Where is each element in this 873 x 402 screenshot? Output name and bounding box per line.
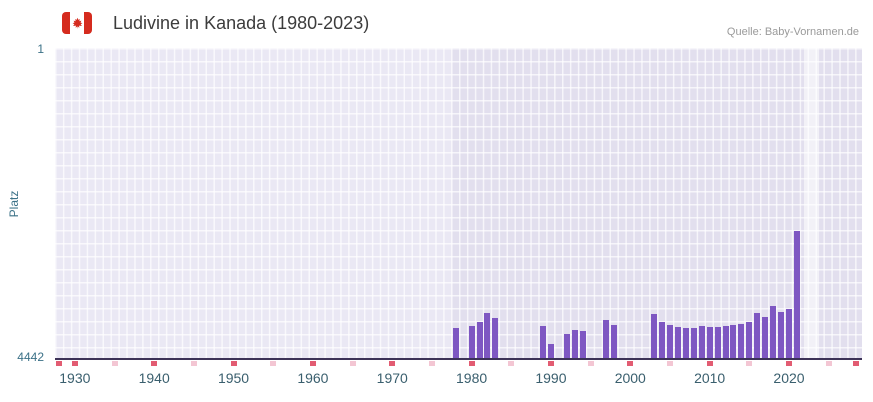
decade-tick-2020	[785, 361, 792, 366]
x-tick-label-1950: 1950	[217, 370, 250, 386]
x-tick-label-2010: 2010	[694, 370, 726, 386]
bar-1989[interactable]	[540, 326, 546, 358]
x-tick-label-2020: 2020	[773, 370, 805, 386]
x-tick-label-1990: 1990	[535, 370, 567, 386]
decade-tick-1950	[230, 361, 237, 366]
bar-2019[interactable]	[778, 312, 785, 358]
plot-area	[55, 48, 862, 360]
bar-2020[interactable]	[785, 309, 792, 358]
bar-1983[interactable]	[492, 318, 499, 358]
minor-tick-2025	[825, 361, 832, 366]
decade-tick-1980	[468, 361, 475, 366]
bar-2003[interactable]	[651, 314, 658, 358]
bar-1982[interactable]	[484, 313, 491, 358]
decade-tick-1930	[71, 361, 78, 366]
bar-1981[interactable]	[476, 322, 483, 358]
bar-1980[interactable]	[468, 326, 475, 358]
y-axis-label: Platz	[7, 190, 21, 218]
minor-tick-1995	[587, 361, 594, 366]
bar-2021[interactable]	[793, 231, 800, 358]
bar-2017[interactable]	[762, 317, 769, 358]
bar-2018[interactable]	[770, 306, 777, 358]
x-tick-label-1980: 1980	[456, 370, 488, 386]
minor-tick-1985	[508, 361, 515, 366]
decade-tick-2010	[706, 361, 713, 366]
grid-overlay	[55, 48, 862, 360]
x-tick-label-1940: 1940	[138, 370, 170, 386]
bar-1978[interactable]	[452, 328, 459, 358]
minor-tick-1935	[111, 361, 118, 366]
decade-tick-1960	[309, 361, 316, 366]
x-tick-label-2000: 2000	[614, 370, 646, 386]
bar-2013[interactable]	[730, 325, 737, 358]
minor-tick-1965	[349, 361, 356, 366]
decade-tick-1990	[547, 361, 554, 366]
flag-left-band	[62, 12, 70, 34]
decade-tick-1940	[151, 361, 158, 366]
canada-flag-icon	[62, 12, 92, 34]
bar-1992[interactable]	[563, 334, 570, 358]
bar-1998[interactable]	[611, 325, 618, 358]
x-tick-label-1970: 1970	[376, 370, 408, 386]
decade-tick-2000	[627, 361, 634, 366]
bar-2009[interactable]	[698, 326, 705, 358]
bar-2005[interactable]	[666, 325, 673, 358]
flag-center	[70, 12, 84, 34]
edge-tick-2028.5	[853, 361, 860, 366]
flag-right-band	[84, 12, 92, 34]
bar-2014[interactable]	[738, 324, 745, 358]
bar-1990[interactable]	[547, 344, 554, 358]
maple-leaf-icon	[72, 17, 82, 29]
bar-2004[interactable]	[659, 322, 666, 358]
minor-tick-1975	[428, 361, 435, 366]
source-attribution[interactable]: Quelle: Baby-Vornamen.de	[726, 26, 859, 38]
bar-2010[interactable]	[706, 327, 713, 358]
bar-1994[interactable]	[579, 331, 586, 358]
minor-tick-1955	[270, 361, 277, 366]
bar-1997[interactable]	[603, 320, 610, 358]
bar-1993[interactable]	[571, 330, 578, 358]
y-tick-min: 4442	[17, 350, 44, 364]
x-tick-label-1960: 1960	[297, 370, 329, 386]
decade-tick-1970	[389, 361, 396, 366]
minor-tick-2015	[746, 361, 753, 366]
bar-2016[interactable]	[754, 313, 761, 358]
bar-2015[interactable]	[746, 322, 753, 358]
edge-tick-1928	[55, 361, 62, 366]
bar-2008[interactable]	[690, 328, 697, 358]
x-tick-label-1930: 1930	[59, 370, 91, 386]
x-axis-line	[55, 358, 862, 360]
minor-tick-1945	[190, 361, 197, 366]
y-tick-max: 1	[37, 42, 44, 56]
highlight-band	[804, 48, 820, 360]
minor-tick-2005	[666, 361, 673, 366]
chart-title: Ludivine in Kanada (1980-2023)	[113, 13, 370, 33]
bar-2006[interactable]	[674, 327, 681, 358]
bar-2011[interactable]	[714, 327, 721, 358]
bar-2007[interactable]	[682, 328, 689, 358]
bar-2012[interactable]	[722, 326, 729, 358]
